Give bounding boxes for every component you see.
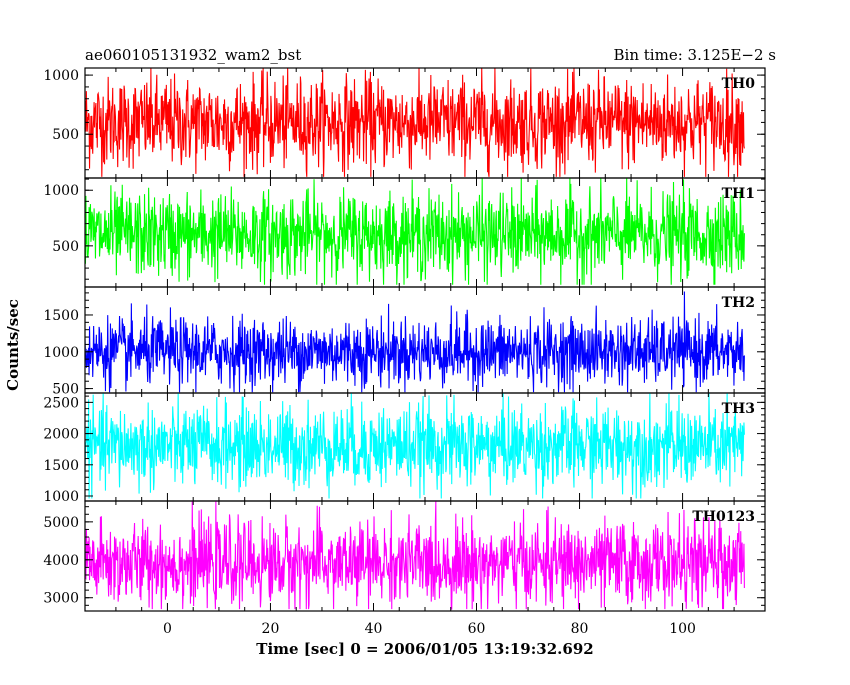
y-tick-label: 1000 <box>43 489 79 505</box>
x-tick-label: 0 <box>163 621 172 637</box>
series-line-th2 <box>84 291 745 393</box>
y-axis-title: Counts/sec <box>4 299 22 391</box>
y-tick-label: 500 <box>52 239 79 255</box>
y-tick-label: 2000 <box>43 427 79 443</box>
y-tick-label: 3000 <box>43 591 79 607</box>
panel-th0: 500 1000 TH0 <box>43 67 766 179</box>
series-line-th1 <box>84 177 745 285</box>
panel-th1: 500 1000 TH1 <box>43 177 766 288</box>
y-tick-label: 1000 <box>43 345 79 361</box>
y-tick-label: 1500 <box>43 308 79 324</box>
panel-th3: 1000 1500 2000 2500 TH3 <box>43 392 766 505</box>
x-tick-label: 60 <box>468 621 486 637</box>
y-tick-label: 1000 <box>43 183 79 199</box>
panel-label-th1: TH1 <box>722 186 755 202</box>
series-line-th0 <box>84 67 745 177</box>
panel-label-th2: TH2 <box>722 295 755 311</box>
chart-title: ae060105131932_wam2_bst <box>85 46 301 64</box>
y-tick-label: 2500 <box>43 395 79 411</box>
x-tick-label: 20 <box>262 621 280 637</box>
x-tick-label: 100 <box>669 621 696 637</box>
panel-th0123: 3000 4000 5000 TH0123 0 20 40 60 80 100 <box>43 500 766 637</box>
x-axis-title: Time [sec] 0 = 2006/01/05 13:19:32.692 <box>256 640 593 658</box>
panel-label-th0123: TH0123 <box>692 509 755 525</box>
panel-label-th0: TH0 <box>722 76 756 92</box>
y-tick-label: 500 <box>52 382 79 398</box>
panel-th2: 500 1000 1500 TH2 <box>43 286 766 398</box>
bin-time-label: Bin time: 3.125E−2 s <box>614 46 776 64</box>
y-tick-label: 1000 <box>43 68 79 84</box>
series-line-th0123 <box>84 500 745 610</box>
y-tick-label: 5000 <box>43 515 79 531</box>
panel-label-th3: TH3 <box>722 401 755 417</box>
x-tick-label: 40 <box>365 621 383 637</box>
y-tick-label: 500 <box>52 127 79 143</box>
y-tick-label: 1500 <box>43 458 79 474</box>
x-tick-label: 80 <box>571 621 589 637</box>
y-tick-label: 4000 <box>43 553 79 569</box>
series-line-th3 <box>84 392 745 499</box>
